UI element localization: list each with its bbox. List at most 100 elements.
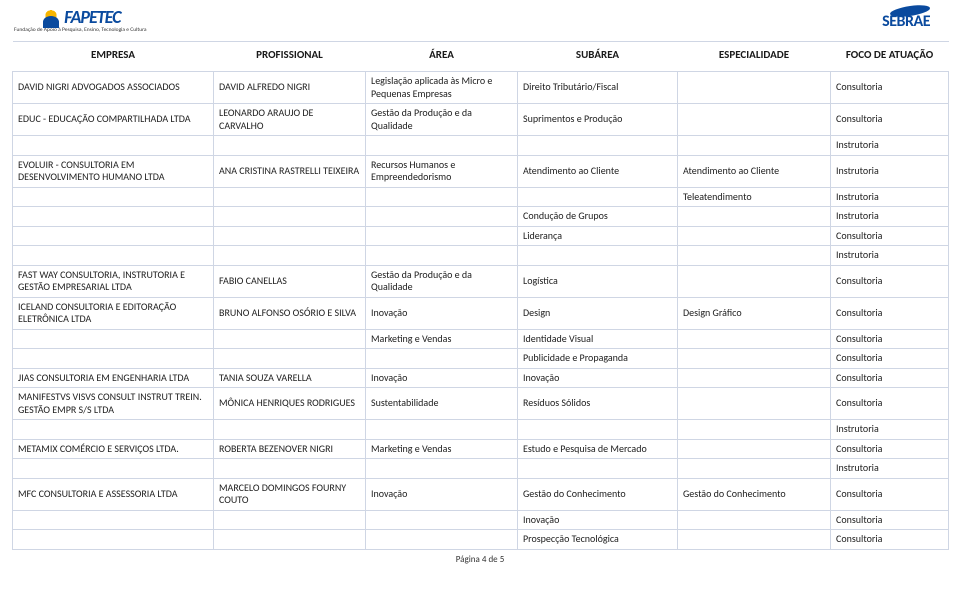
table-cell: Instrutoria: [831, 136, 949, 156]
table-cell: [214, 329, 366, 349]
table-cell: Consultoria: [831, 349, 949, 369]
table-cell: Consultoria: [831, 265, 949, 297]
table-cell: Consultoria: [831, 478, 949, 510]
table-row: EDUC - EDUCAÇÃO COMPARTILHADA LTDALEONAR…: [13, 104, 949, 136]
table-row: DAVID NIGRI ADVOGADOS ASSOCIADOSDAVID AL…: [13, 72, 949, 104]
table-cell: TANIA SOUZA VARELLA: [214, 368, 366, 388]
table-cell: [678, 349, 831, 369]
table-cell: Consultoria: [831, 297, 949, 329]
table-cell: [366, 207, 518, 227]
table-row: ICELAND CONSULTORIA E EDITORAÇÃO ELETRÔN…: [13, 297, 949, 329]
table-cell: [678, 368, 831, 388]
data-table: EMPRESAPROFISSIONALÁREASUBÁREAESPECIALID…: [12, 41, 949, 550]
table-cell: [518, 420, 678, 440]
table-cell: [518, 136, 678, 156]
table-cell: [214, 459, 366, 479]
table-cell: Sustentabilidade: [366, 388, 518, 420]
table-row: METAMIX COMÉRCIO E SERVIÇOS LTDA.ROBERTA…: [13, 439, 949, 459]
table-cell: [678, 207, 831, 227]
table-row: JIAS CONSULTORIA EM ENGENHARIA LTDATANIA…: [13, 368, 949, 388]
table-cell: [13, 329, 214, 349]
table-cell: DAVID NIGRI ADVOGADOS ASSOCIADOS: [13, 72, 214, 104]
table-cell: Consultoria: [831, 226, 949, 246]
table-cell: Gestão do Conhecimento: [678, 478, 831, 510]
table-row: Publicidade e PropagandaConsultoria: [13, 349, 949, 369]
table-cell: Resíduos Sólidos: [518, 388, 678, 420]
table-cell: [366, 226, 518, 246]
table-cell: [214, 246, 366, 266]
table-body: DAVID NIGRI ADVOGADOS ASSOCIADOSDAVID AL…: [13, 72, 949, 550]
table-row: Instrutoria: [13, 136, 949, 156]
column-header: ÁREA: [366, 42, 518, 72]
table-cell: Prospecção Tecnológica: [518, 530, 678, 550]
table-row: EVOLUIR - CONSULTORIA EM DESENVOLVIMENTO…: [13, 155, 949, 187]
table-cell: EVOLUIR - CONSULTORIA EM DESENVOLVIMENTO…: [13, 155, 214, 187]
table-cell: Atendimento ao Cliente: [518, 155, 678, 187]
table-cell: Design Gráfico: [678, 297, 831, 329]
table-cell: Logística: [518, 265, 678, 297]
table-cell: [13, 510, 214, 530]
table-cell: [214, 187, 366, 207]
table-cell: [366, 459, 518, 479]
table-cell: [13, 136, 214, 156]
table-cell: [214, 510, 366, 530]
column-header: EMPRESA: [13, 42, 214, 72]
table-cell: BRUNO ALFONSO OSÓRIO E SILVA: [214, 297, 366, 329]
fapetec-wordmark: FAPETEC: [64, 6, 120, 28]
table-cell: EDUC - EDUCAÇÃO COMPARTILHADA LTDA: [13, 104, 214, 136]
table-cell: METAMIX COMÉRCIO E SERVIÇOS LTDA.: [13, 439, 214, 459]
table-row: MFC CONSULTORIA E ASSESSORIA LTDAMARCELO…: [13, 478, 949, 510]
column-header: FOCO DE ATUAÇÃO: [831, 42, 949, 72]
table-cell: [518, 246, 678, 266]
table-cell: [214, 420, 366, 440]
table-row: TeleatendimentoInstrutoria: [13, 187, 949, 207]
table-cell: Gestão do Conhecimento: [518, 478, 678, 510]
table-cell: Inovação: [518, 510, 678, 530]
table-cell: [214, 136, 366, 156]
page-footer: Página 4 de 5: [0, 554, 960, 565]
fapetec-icon: [40, 6, 62, 28]
table-cell: Direito Tributário/Fiscal: [518, 72, 678, 104]
table-cell: Instrutoria: [831, 420, 949, 440]
table-cell: Inovação: [366, 368, 518, 388]
table-cell: Consultoria: [831, 72, 949, 104]
table-cell: [214, 207, 366, 227]
table-row: Instrutoria: [13, 420, 949, 440]
table-cell: [214, 530, 366, 550]
table-cell: [366, 136, 518, 156]
table-cell: Identidade Visual: [518, 329, 678, 349]
table-row: LiderançaConsultoria: [13, 226, 949, 246]
table-cell: Marketing e Vendas: [366, 439, 518, 459]
table-row: Instrutoria: [13, 459, 949, 479]
table-cell: Consultoria: [831, 104, 949, 136]
table-row: Prospecção TecnológicaConsultoria: [13, 530, 949, 550]
table-cell: Gestão da Produção e da Qualidade: [366, 265, 518, 297]
table-cell: [13, 530, 214, 550]
table-cell: Estudo e Pesquisa de Mercado: [518, 439, 678, 459]
table-cell: [13, 349, 214, 369]
table-cell: [678, 72, 831, 104]
table-cell: Instrutoria: [831, 187, 949, 207]
table-cell: [366, 246, 518, 266]
table-cell: [13, 226, 214, 246]
table-cell: Consultoria: [831, 368, 949, 388]
table-cell: [366, 530, 518, 550]
fapetec-subtitle: Fundação de Apoio à Pesquisa, Ensino, Te…: [14, 27, 147, 33]
table-cell: [678, 226, 831, 246]
table-cell: Consultoria: [831, 388, 949, 420]
table-cell: ROBERTA BEZENOVER NIGRI: [214, 439, 366, 459]
table-row: InovaçãoConsultoria: [13, 510, 949, 530]
table-cell: ICELAND CONSULTORIA E EDITORAÇÃO ELETRÔN…: [13, 297, 214, 329]
table-cell: [678, 459, 831, 479]
table-cell: JIAS CONSULTORIA EM ENGENHARIA LTDA: [13, 368, 214, 388]
table-cell: [214, 226, 366, 246]
table-cell: Atendimento ao Cliente: [678, 155, 831, 187]
table-cell: [214, 349, 366, 369]
table-cell: Gestão da Produção e da Qualidade: [366, 104, 518, 136]
table-cell: Instrutoria: [831, 246, 949, 266]
table-cell: [678, 246, 831, 266]
table-cell: [678, 329, 831, 349]
table-cell: [13, 246, 214, 266]
table-cell: Marketing e Vendas: [366, 329, 518, 349]
table-cell: DAVID ALFREDO NIGRI: [214, 72, 366, 104]
